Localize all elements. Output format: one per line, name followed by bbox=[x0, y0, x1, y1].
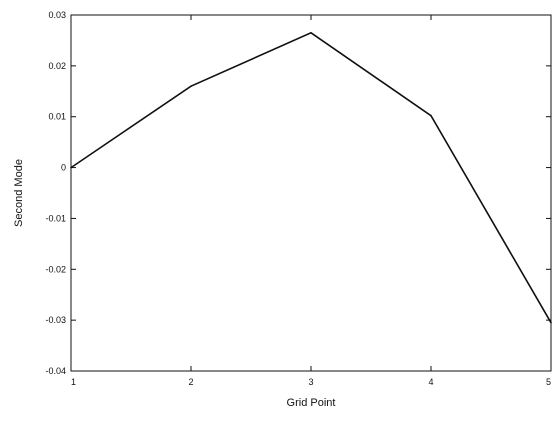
x-axis-title: Grid Point bbox=[287, 397, 336, 409]
data-point bbox=[550, 321, 552, 324]
x-tick-label: 2 bbox=[188, 377, 193, 387]
x-tick-label: 5 bbox=[546, 377, 551, 387]
series-line-second-mode bbox=[70, 31, 552, 324]
data-point bbox=[70, 166, 72, 169]
x-tick-label: 3 bbox=[308, 377, 313, 387]
y-axis-title: Second Mode bbox=[13, 159, 25, 227]
y-tick-label: -0.01 bbox=[45, 213, 66, 223]
x-tick-label: 4 bbox=[428, 377, 433, 387]
y-axis-ticks: 0.03 0.02 0.01 0 -0.01 -0.02 -0.03 -0.04 bbox=[45, 10, 551, 376]
y-tick-label: 0.02 bbox=[48, 61, 66, 71]
data-point bbox=[310, 32, 312, 34]
x-tick-label: 1 bbox=[71, 377, 76, 387]
y-tick-label: -0.02 bbox=[45, 264, 66, 274]
data-point bbox=[430, 114, 432, 117]
data-points bbox=[70, 32, 552, 324]
plot-frame bbox=[70, 14, 552, 372]
y-tick-label: 0 bbox=[61, 163, 66, 173]
data-point bbox=[190, 85, 192, 87]
y-tick-label: -0.03 bbox=[45, 315, 66, 325]
y-tick-label: -0.04 bbox=[45, 366, 66, 376]
y-tick-label: 0.03 bbox=[48, 10, 66, 20]
x-axis-ticks: 1 2 3 4 5 bbox=[70, 15, 552, 387]
y-tick-label: 0.01 bbox=[48, 112, 66, 122]
